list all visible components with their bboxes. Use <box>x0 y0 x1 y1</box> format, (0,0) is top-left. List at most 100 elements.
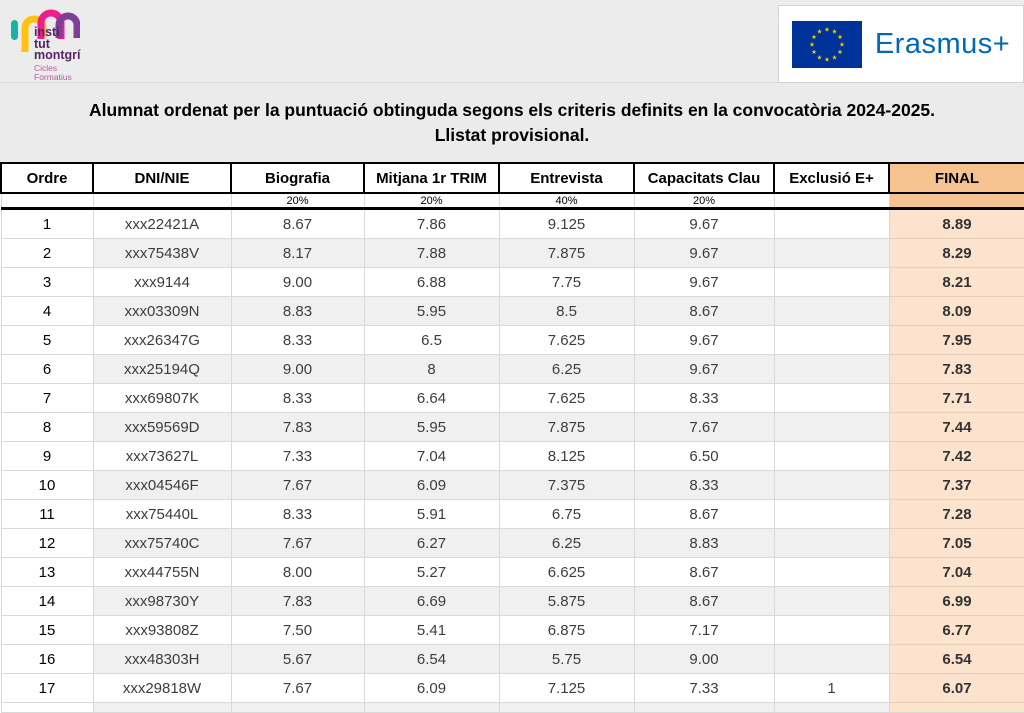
cell-ordre: 4 <box>0 296 94 326</box>
table-row: 1 xxx22421A 8.67 7.86 9.125 9.67 8.89 <box>0 208 1024 239</box>
cell-exclusio <box>773 267 890 297</box>
cell-biografia: 7.67 <box>230 470 365 500</box>
cell-ordre: 13 <box>0 557 94 587</box>
column-header-entrevista: Entrevista <box>498 162 635 194</box>
cell-ordre: 7 <box>0 383 94 413</box>
table-row: 12 xxx75740C 7.67 6.27 6.25 8.83 7.05 <box>0 528 1024 558</box>
cell-capacitats: 8.83 <box>633 528 775 558</box>
cell-capacitats: 9.67 <box>633 354 775 384</box>
cell-entrevista: 7.875 <box>498 238 635 268</box>
cell-mitjana: 7.04 <box>363 441 500 471</box>
logo-arches-icon <box>11 9 80 52</box>
cell-biografia: 5.67 <box>230 644 365 674</box>
cell-final: 7.37 <box>888 470 1024 500</box>
cell-biografia: 7.67 <box>230 528 365 558</box>
cell-capacitats: 9.67 <box>633 238 775 268</box>
cell-final: 7.05 <box>888 528 1024 558</box>
cell-biografia: 9.00 <box>230 267 365 297</box>
table-row: 17 xxx29818W 7.67 6.09 7.125 7.33 1 6.07 <box>0 673 1024 703</box>
results-table: Ordre DNI/NIE Biografia Mitjana 1r TRIM Entr… <box>0 162 1024 713</box>
cell-entrevista: 5.875 <box>498 586 635 616</box>
cell-ordre: 9 <box>0 441 94 471</box>
cell-mitjana: 6.09 <box>363 673 500 703</box>
logo-subtitle: Cicles Formatius <box>34 64 72 82</box>
cell-final: 6.99 <box>888 586 1024 616</box>
cell-final: 7.04 <box>888 557 1024 587</box>
cell-exclusio <box>773 238 890 268</box>
cell-entrevista: 7.625 <box>498 325 635 355</box>
cell-exclusio <box>773 208 890 239</box>
cell-capacitats: 8.33 <box>633 470 775 500</box>
cell-exclusio <box>773 296 890 326</box>
erasmus-logo: Erasmus+ <box>778 5 1024 83</box>
column-header-ordre: Ordre <box>0 162 94 194</box>
cell-entrevista: 8.5 <box>498 296 635 326</box>
cell-entrevista: 7.625 <box>498 383 635 413</box>
cell-entrevista: 5.75 <box>498 644 635 674</box>
table-row-partial <box>0 702 1024 713</box>
column-weight-exclusio <box>773 193 890 210</box>
column-weight-capacitats: 20% <box>633 193 775 210</box>
cell-exclusio <box>773 441 890 471</box>
cell-entrevista: 6.75 <box>498 499 635 529</box>
table-row: 7 xxx69807K 8.33 6.64 7.625 8.33 7.71 <box>0 383 1024 413</box>
cell-final: 8.89 <box>888 208 1024 239</box>
cell-mitjana: 5.95 <box>363 412 500 442</box>
cell-mitjana: 6.54 <box>363 644 500 674</box>
table-row: 3 xxx9144 9.00 6.88 7.75 9.67 8.21 <box>0 267 1024 297</box>
cell-ordre: 17 <box>0 673 94 703</box>
logo-word-line: tut <box>34 36 50 51</box>
cell-dni: xxx29818W <box>92 673 232 703</box>
cell-final: 7.44 <box>888 412 1024 442</box>
cell-entrevista: 8.125 <box>498 441 635 471</box>
cell-entrevista: 7.875 <box>498 412 635 442</box>
cell-biografia: 8.83 <box>230 296 365 326</box>
table-row: 6 xxx25194Q 9.00 8 6.25 9.67 7.83 <box>0 354 1024 384</box>
cell-capacitats: 7.67 <box>633 412 775 442</box>
cell-final: 6.07 <box>888 673 1024 703</box>
cell-final: 6.77 <box>888 615 1024 645</box>
cell-capacitats: 9.67 <box>633 208 775 239</box>
eu-flag-icon <box>791 20 862 68</box>
cell-final: 7.83 <box>888 354 1024 384</box>
cell-exclusio: 1 <box>773 673 890 703</box>
cell-capacitats: 8.33 <box>633 383 775 413</box>
cell-mitjana: 5.91 <box>363 499 500 529</box>
table-row: 4 xxx03309N 8.83 5.95 8.5 8.67 8.09 <box>0 296 1024 326</box>
cell-dni: xxx69807K <box>92 383 232 413</box>
title-band: Alumnat ordenat per la puntuació obtingu… <box>0 83 1024 162</box>
cell-dni: xxx9144 <box>92 267 232 297</box>
cell-exclusio <box>773 383 890 413</box>
cell-final: 8.29 <box>888 238 1024 268</box>
logo-word-line: montgrí <box>34 48 81 62</box>
cell-mitjana: 6.64 <box>363 383 500 413</box>
cell-mitjana: 6.88 <box>363 267 500 297</box>
cell-dni: xxx93808Z <box>92 615 232 645</box>
cell-ordre: 2 <box>0 238 94 268</box>
cell-mitjana: 6.5 <box>363 325 500 355</box>
cell-dni: xxx75438V <box>92 238 232 268</box>
cell-final: 7.95 <box>888 325 1024 355</box>
cell-exclusio <box>773 354 890 384</box>
cell-entrevista: 7.375 <box>498 470 635 500</box>
cell-exclusio <box>773 557 890 587</box>
cell-dni: xxx48303H <box>92 644 232 674</box>
cell-final: 8.21 <box>888 267 1024 297</box>
cell-final: 7.71 <box>888 383 1024 413</box>
cell-biografia: 7.83 <box>230 412 365 442</box>
logo-word-line: insti <box>34 25 60 39</box>
cell-mitjana: 6.09 <box>363 470 500 500</box>
cell-dni: xxx26347G <box>92 325 232 355</box>
cell-biografia: 7.67 <box>230 673 365 703</box>
cell-dni: xxx04546F <box>92 470 232 500</box>
cell-capacitats: 9.67 <box>633 267 775 297</box>
table-row: 8 xxx59569D 7.83 5.95 7.875 7.67 7.44 <box>0 412 1024 442</box>
cell-biografia: 7.50 <box>230 615 365 645</box>
cell-entrevista: 6.625 <box>498 557 635 587</box>
cell-ordre: 16 <box>0 644 94 674</box>
cell-dni: xxx75440L <box>92 499 232 529</box>
table-row: 14 xxx98730Y 7.83 6.69 5.875 8.67 6.99 <box>0 586 1024 616</box>
cell-exclusio <box>773 470 890 500</box>
cell-exclusio <box>773 499 890 529</box>
cell-biografia: 7.83 <box>230 586 365 616</box>
